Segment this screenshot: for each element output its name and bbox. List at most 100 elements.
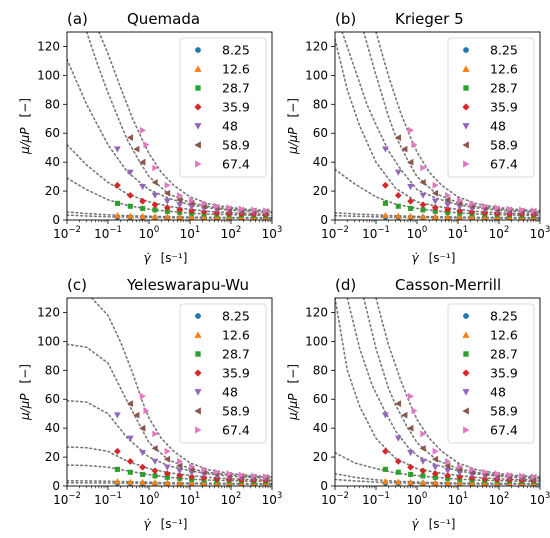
data-point <box>189 197 196 204</box>
x-tick-exp: 0 <box>422 491 427 501</box>
data-point <box>444 479 452 486</box>
x-axis-symbol: γ̇ <box>412 517 420 531</box>
legend-label: 28.7 <box>222 347 250 362</box>
legend-marker <box>463 85 469 91</box>
data-points <box>114 126 269 220</box>
legend-label: 48 <box>222 385 238 400</box>
data-point <box>419 192 427 199</box>
y-tick-label: 60 <box>313 126 328 140</box>
x-tick-base: 10 <box>139 493 154 507</box>
data-point <box>176 479 184 486</box>
x-axis-label: γ̇ [s⁻¹] <box>144 251 188 265</box>
x-tick-exp: 2 <box>504 491 509 501</box>
y-tick-label: 80 <box>313 97 328 111</box>
data-point <box>468 480 476 486</box>
data-point <box>394 478 402 485</box>
data-point <box>139 184 146 191</box>
panel-title: Quemada <box>127 10 200 28</box>
data-point <box>407 478 414 485</box>
legend-box <box>447 303 535 444</box>
legend-label: 67.4 <box>222 423 250 438</box>
x-tick-exp: 2 <box>504 225 509 235</box>
y-tick-label: 120 <box>305 39 328 53</box>
data-point <box>139 212 146 219</box>
data-point <box>407 158 414 166</box>
data-point <box>506 205 513 213</box>
legend-label: 58.9 <box>490 138 518 153</box>
fit-curve <box>362 298 540 479</box>
data-point <box>432 447 439 455</box>
x-tick-base: 10 <box>94 493 109 507</box>
data-point <box>394 169 402 176</box>
data-point <box>200 480 208 486</box>
data-point <box>262 207 269 214</box>
data-point <box>176 213 184 220</box>
data-point <box>444 202 452 209</box>
data-point <box>394 458 402 465</box>
x-tick-exp: 3 <box>277 225 282 235</box>
legend-label: 35.9 <box>490 366 518 381</box>
x-tick-label: 103 <box>530 491 550 507</box>
data-point <box>444 206 452 213</box>
x-tick-base: 10 <box>530 493 545 507</box>
data-point <box>444 468 452 475</box>
data-point <box>456 479 464 486</box>
data-point <box>126 134 133 141</box>
legend-label: 48 <box>490 119 506 134</box>
data-point <box>494 204 501 212</box>
fit-curve <box>341 32 540 214</box>
data-point <box>432 474 438 480</box>
data-point <box>151 467 159 475</box>
data-point <box>401 411 408 419</box>
y-axis-symbol: μ/μP <box>18 393 32 421</box>
x-tick-exp: −2 <box>68 491 81 501</box>
x-tick-base: 10 <box>489 227 504 241</box>
x-tick-exp: −1 <box>377 225 390 235</box>
data-point <box>456 473 464 481</box>
data-point <box>164 181 171 189</box>
legend-label: 48 <box>222 119 238 134</box>
data-points <box>382 392 537 486</box>
y-axis-unit: [−] <box>286 364 300 383</box>
data-point <box>140 205 146 211</box>
legend-marker <box>462 331 470 338</box>
data-point <box>151 179 158 186</box>
data-point <box>419 445 426 452</box>
data-point <box>201 466 208 474</box>
data-point <box>420 164 427 172</box>
fit-curve <box>335 298 540 482</box>
data-point <box>444 196 451 204</box>
data-point <box>407 126 414 134</box>
data-point <box>114 146 121 153</box>
data-point <box>407 392 414 400</box>
x-axis-symbol: γ̇ <box>412 251 420 265</box>
y-tick-label: 60 <box>45 392 60 406</box>
x-tick-exp: −1 <box>109 225 122 235</box>
legend-marker <box>462 407 469 415</box>
data-point <box>176 196 183 204</box>
data-point <box>481 214 489 220</box>
panel-label: (c) <box>67 276 87 294</box>
data-point <box>176 206 184 213</box>
data-point <box>163 198 171 205</box>
data-point <box>114 412 121 419</box>
data-point <box>163 455 171 463</box>
data-point <box>494 470 501 478</box>
x-tick-label: 10−1 <box>362 491 390 507</box>
data-point <box>163 189 171 197</box>
legend-marker <box>195 426 202 434</box>
data-point <box>420 207 426 213</box>
data-point <box>143 407 150 415</box>
data-point <box>419 467 427 475</box>
data-point <box>126 478 134 485</box>
data-point <box>431 470 439 478</box>
y-axis-label: μ/μP [−] <box>18 98 32 155</box>
x-tick-exp: 1 <box>463 225 468 235</box>
data-point <box>445 458 452 465</box>
legend-label: 67.4 <box>222 157 250 172</box>
data-point <box>419 213 427 220</box>
legend-label: 8.25 <box>490 43 518 58</box>
x-tick-exp: 0 <box>154 491 159 501</box>
